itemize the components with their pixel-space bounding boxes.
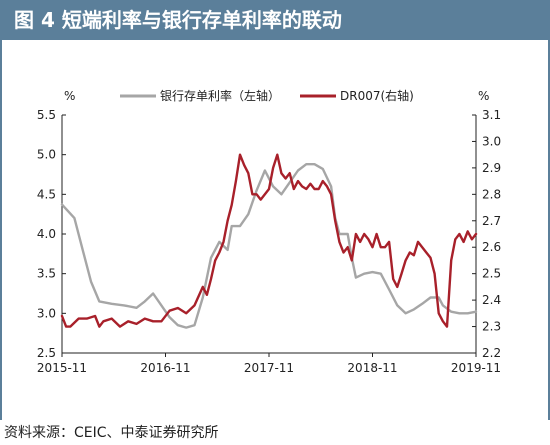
legend: 银行存单利率（左轴） DR007(右轴) xyxy=(120,88,414,103)
right-tick-label: 2.2 xyxy=(482,346,501,360)
left-tick-label: 3.0 xyxy=(37,306,56,320)
right-tick-label: 2.6 xyxy=(482,240,501,254)
figure-title: 图 4 短端利率与银行存单利率的联动 xyxy=(0,0,550,40)
x-tick-label: 2017-11 xyxy=(244,361,294,375)
x-tick-label: 2015-11 xyxy=(37,361,87,375)
series-line-ncd-rate xyxy=(60,163,478,329)
left-tick-label: 3.5 xyxy=(37,267,56,281)
plot-panel xyxy=(0,40,550,420)
left-axis-unit: % xyxy=(64,89,75,103)
right-tick-label: 2.5 xyxy=(482,267,501,281)
legend-label-left: 银行存单利率（左轴） xyxy=(160,88,280,103)
left-tick-label: 5.5 xyxy=(37,108,56,122)
source-note: 资料来源：CEIC、中泰证券研究所 xyxy=(4,425,219,441)
right-tick-label: 2.4 xyxy=(482,293,501,307)
x-tick-label: 2018-11 xyxy=(347,361,397,375)
right-tick-label: 2.9 xyxy=(482,161,501,175)
right-tick-label: 3.1 xyxy=(482,108,501,122)
left-tick-label: 5.0 xyxy=(37,148,56,162)
series-layer xyxy=(60,153,478,329)
right-tick-label: 2.7 xyxy=(482,214,501,228)
series-line-dr007 xyxy=(60,153,478,328)
chart: 银行存单利率（左轴） DR007(右轴) % % 2.5 3.0 3.5 4.0 4.5… xyxy=(37,88,501,375)
right-axis-unit: % xyxy=(478,89,489,103)
right-tick-label: 3.0 xyxy=(482,134,501,148)
left-tick-label: 2.5 xyxy=(37,346,56,360)
right-tick-label: 2.8 xyxy=(482,187,501,201)
x-tick-label: 2019-11 xyxy=(451,361,501,375)
x-tick-label: 2016-11 xyxy=(140,361,190,375)
left-tick-label: 4.0 xyxy=(37,227,56,241)
legend-label-right: DR007(右轴) xyxy=(340,88,414,103)
axes: 2.5 3.0 3.5 4.0 4.5 5.0 5.5 2.2 2.3 2.4 2.5 2.6 2.7 2… xyxy=(37,108,501,375)
left-tick-label: 4.5 xyxy=(37,187,56,201)
right-tick-label: 2.3 xyxy=(482,320,501,334)
